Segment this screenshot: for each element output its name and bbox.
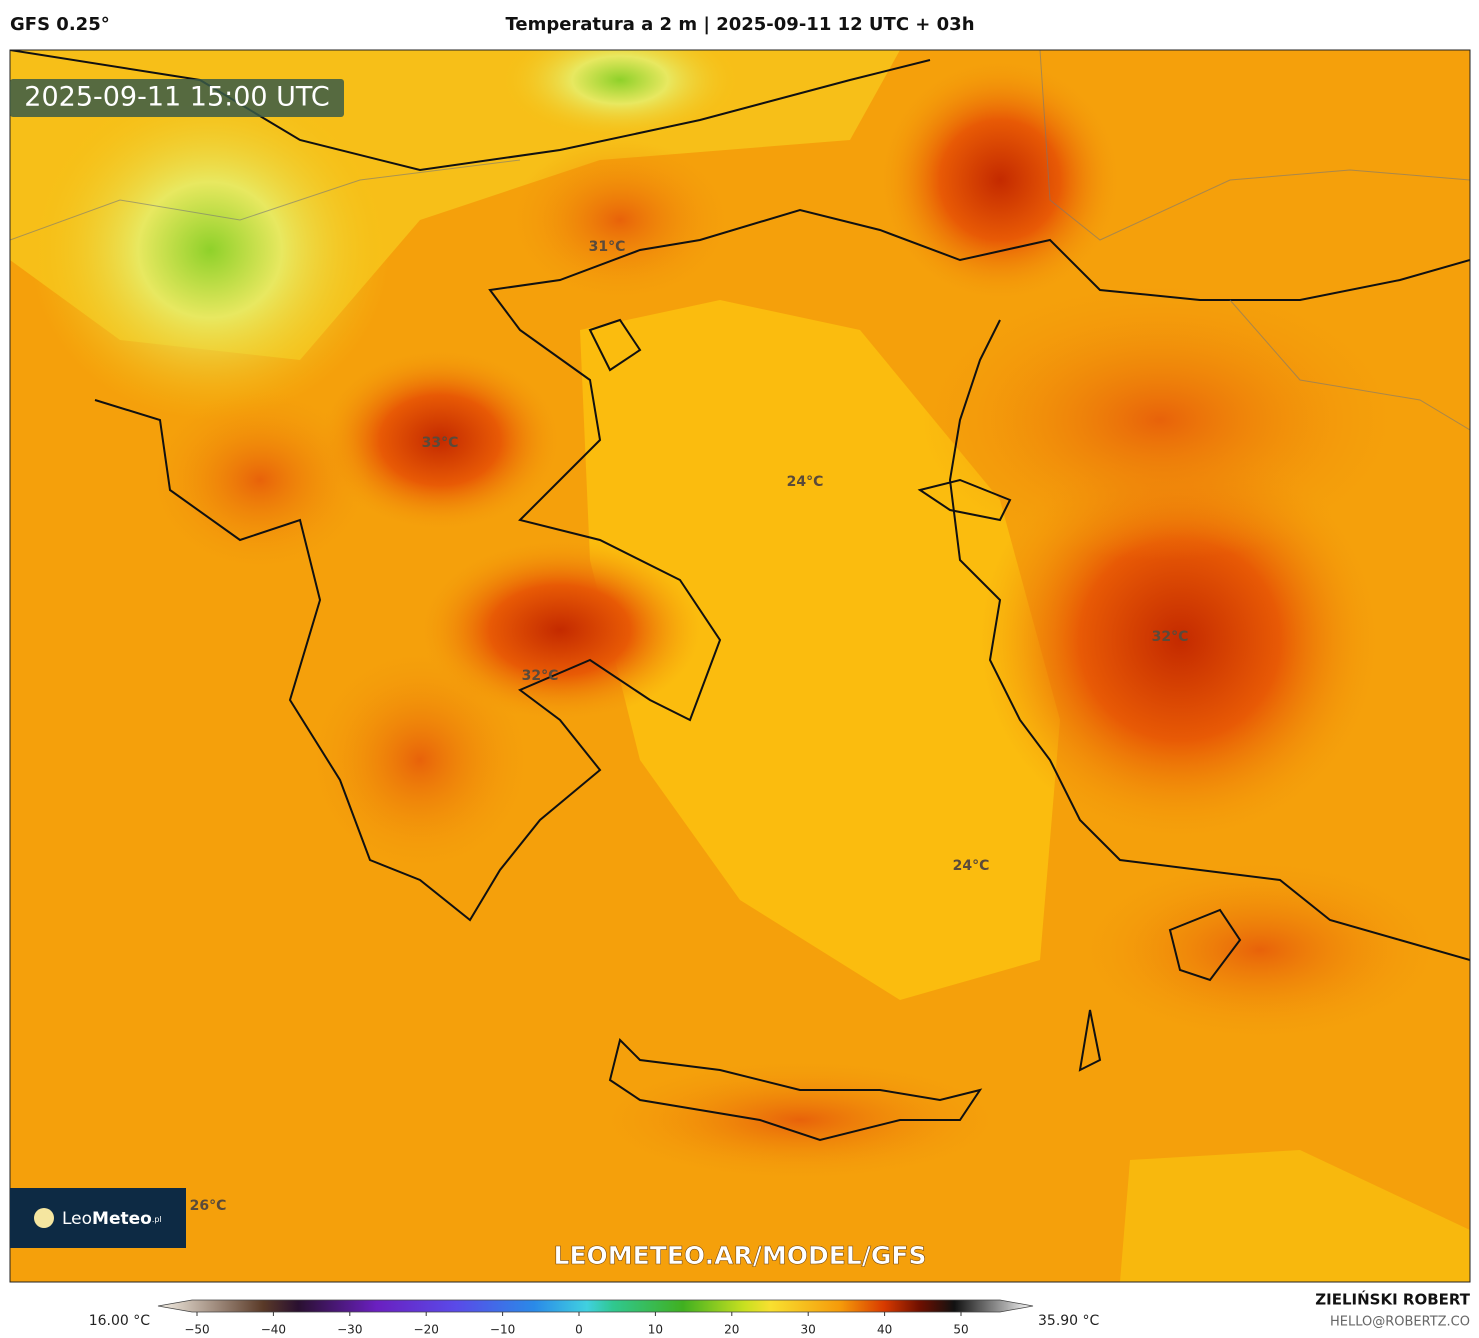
colorbar-tick-label: 30 (801, 1323, 816, 1337)
time-badge (10, 79, 344, 117)
temperature-label: 33°C (422, 435, 459, 451)
colorbar-tick-label: 50 (953, 1323, 968, 1337)
logo-suffix: .pl (152, 1215, 162, 1224)
temperature-label: 24°C (953, 858, 990, 874)
colorbar-tick-label: −50 (184, 1323, 209, 1337)
temperature-label: 32°C (522, 668, 559, 684)
colorbar-tick-label: −20 (414, 1323, 439, 1337)
colorbar-min: 16.00 °C (89, 1313, 151, 1329)
colorbar-tick-label: 20 (724, 1323, 739, 1337)
temperature-labels: 31°C33°C24°C32°C32°C24°C26°C32°C (190, 239, 1189, 1214)
hot-area (880, 60, 1120, 300)
sea-zone (1120, 1150, 1470, 1282)
warm-area (1080, 860, 1440, 1040)
logo-text: LeoMeteo.pl (62, 1209, 162, 1229)
map-title: Temperatura a 2 m | 2025-09-11 12 UTC + … (505, 14, 974, 35)
temperature-label: 31°C (589, 239, 626, 255)
warm-area (920, 280, 1400, 560)
colorbar-tick-label: −30 (337, 1323, 362, 1337)
temperature-label: 32°C (1152, 629, 1189, 645)
hot-area (420, 540, 700, 720)
logo-name: Meteo (92, 1209, 152, 1229)
author-email: HELLO@ROBERTZ.CO (1330, 1315, 1470, 1330)
model-name: GFS 0.25° (10, 14, 110, 35)
colorbar-tick-label: 40 (877, 1323, 892, 1337)
warm-area (310, 650, 530, 870)
warm-area (150, 390, 370, 570)
hot-area (320, 350, 560, 530)
cool-area (30, 80, 390, 420)
temperature-label: 26°C (190, 1198, 227, 1214)
warm-area (600, 1060, 1000, 1180)
colorbar-tick-label: 0 (575, 1323, 583, 1337)
map (10, 50, 1470, 1282)
temperature-label: 24°C (787, 474, 824, 490)
warm-area (510, 140, 730, 300)
map-frame (9, 49, 1471, 1283)
colorbar-tick-label: −40 (261, 1323, 286, 1337)
colorbar-ticks: −50 −40 −30 −20 −10 0 10 20 30 40 50 (184, 1312, 969, 1337)
logo-sun (34, 1208, 54, 1228)
watermark: LEOMETEO.AR/MODEL/GFS (554, 1241, 927, 1270)
colorbar-max: 35.90 °C (1038, 1313, 1100, 1329)
cool-area (500, 50, 740, 140)
borders (10, 50, 1470, 431)
colorbar (157, 1299, 1034, 1313)
colorbar-tick-label: 10 (648, 1323, 663, 1337)
colorbar-tick-label: −10 (490, 1323, 515, 1337)
author: ZIELIŃSKI ROBERT (1315, 1290, 1470, 1309)
logo-prefix: Leo (62, 1209, 92, 1229)
valid-time: 2025-09-11 15:00 UTC (24, 82, 329, 113)
